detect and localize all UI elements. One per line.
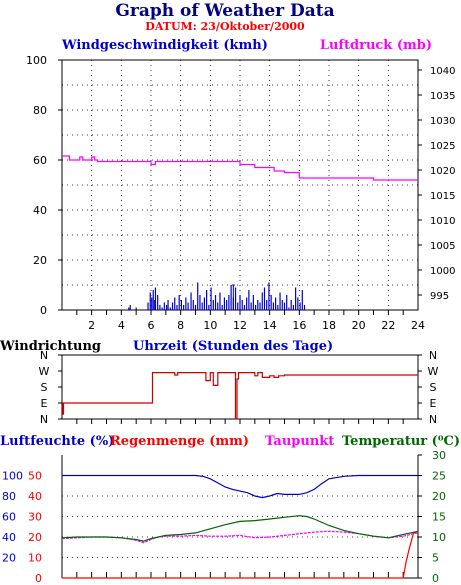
- rain-series-line: [62, 532, 418, 579]
- time-tick-label: 4: [118, 319, 125, 332]
- wind-direction-series-line: [62, 372, 418, 420]
- temperature-tick-label: 0: [432, 572, 439, 585]
- pressure-tick-label: 1035: [430, 91, 455, 102]
- temperature-tick-label: 15: [432, 511, 446, 524]
- humidity-tick-label: 80: [2, 490, 16, 503]
- dewpoint-axis-label: Taupunkt: [265, 434, 334, 449]
- temperature-tick-label: 10: [432, 531, 446, 544]
- wind-pressure-panel: 0204060801009951000100510101015102010251…: [26, 54, 455, 332]
- temperature-tick-label: 25: [432, 470, 446, 483]
- direction-label-left: E: [41, 397, 48, 410]
- time-tick-label: 10: [203, 319, 217, 332]
- temperature-tick-label: 20: [432, 490, 446, 503]
- rain-tick-label: 40: [28, 490, 42, 503]
- time-axis-label: Uhrzeit (Stunden des Tage): [133, 339, 333, 354]
- direction-label-left: N: [40, 413, 48, 426]
- pressure-tick-label: 1040: [430, 66, 455, 77]
- temperature-tick-label: 5: [432, 552, 439, 565]
- direction-label-right: E: [430, 397, 437, 410]
- rain-tick-label: 50: [28, 470, 42, 483]
- direction-label-right: N: [429, 349, 437, 362]
- chart-subtitle: DATUM: 23/Oktober/2000: [145, 20, 305, 33]
- humidity-axis-label: Luftfeuchte (%): [0, 434, 114, 449]
- wind-direction-panel: N NW WS SE EN N: [39, 349, 439, 426]
- pressure-tick-label: 1020: [430, 166, 455, 177]
- time-tick-label: 8: [177, 319, 184, 332]
- time-tick-label: 16: [292, 319, 306, 332]
- direction-label-left: S: [41, 381, 48, 394]
- rain-tick-label: 20: [28, 531, 42, 544]
- plot-frame-2: [61, 354, 419, 420]
- direction-label-left: N: [40, 349, 48, 362]
- pressure-tick-label: 1005: [430, 241, 455, 252]
- pressure-tick-label: 1015: [430, 191, 455, 202]
- humidity-tick-label: 40: [2, 531, 16, 544]
- wind-speed-tick-label: 80: [33, 104, 47, 117]
- time-tick-label: 20: [352, 319, 366, 332]
- wind-speed-tick-label: 20: [33, 254, 47, 267]
- time-tick-label: 12: [233, 319, 247, 332]
- time-tick-label: 22: [381, 319, 395, 332]
- direction-label-right: N: [429, 413, 437, 426]
- pressure-tick-label: 1010: [430, 216, 455, 227]
- time-tick-label: 14: [263, 319, 277, 332]
- wind-speed-tick-label: 40: [33, 204, 47, 217]
- time-tick-label: 2: [88, 319, 95, 332]
- temperature-axis-label: Temperatur (⁰C): [342, 434, 460, 449]
- pressure-tick-label: 1025: [430, 141, 455, 152]
- pressure-axis-label: Luftdruck (mb): [320, 38, 432, 53]
- rain-tick-label: 10: [28, 552, 42, 565]
- humidity-tick-label: 20: [2, 552, 16, 565]
- rain-tick-label: 0: [35, 572, 42, 585]
- direction-label-right: S: [430, 381, 437, 394]
- pressure-tick-label: 995: [430, 291, 449, 302]
- wind-speed-tick-label: 100: [26, 54, 47, 67]
- humidity-series-line: [62, 474, 418, 499]
- humidity-tick-label: 60: [2, 511, 16, 524]
- pressure-series-line: [62, 155, 418, 181]
- rain-axis-label: Regenmenge (mm): [110, 434, 249, 449]
- direction-label-right: W: [428, 365, 439, 378]
- wind-direction-axis-label: Windrichtung: [0, 339, 101, 354]
- temperature-series-line: [61, 515, 419, 542]
- pressure-tick-label: 1030: [430, 116, 455, 127]
- time-tick-label: 6: [148, 319, 155, 332]
- humidity-rain-temperature-panel: 20 40 60 80 100 0 10 20 30 40 50 0 5 10 15 20 25 30: [2, 449, 446, 585]
- chart-title: Graph of Weather Data: [115, 1, 334, 21]
- time-tick-label: 24: [411, 319, 425, 332]
- wind-speed-tick-label: 60: [33, 154, 47, 167]
- time-tick-label: 18: [322, 319, 336, 332]
- temperature-tick-label: 30: [432, 449, 446, 462]
- direction-label-left: W: [39, 365, 50, 378]
- wind-speed-axis-label: Windgeschwindigkeit (kmh): [61, 38, 268, 53]
- pressure-tick-label: 1000: [430, 266, 455, 277]
- wind-speed-tick-label: 0: [40, 304, 47, 317]
- rain-tick-label: 30: [28, 511, 42, 524]
- humidity-tick-label: 100: [2, 470, 23, 483]
